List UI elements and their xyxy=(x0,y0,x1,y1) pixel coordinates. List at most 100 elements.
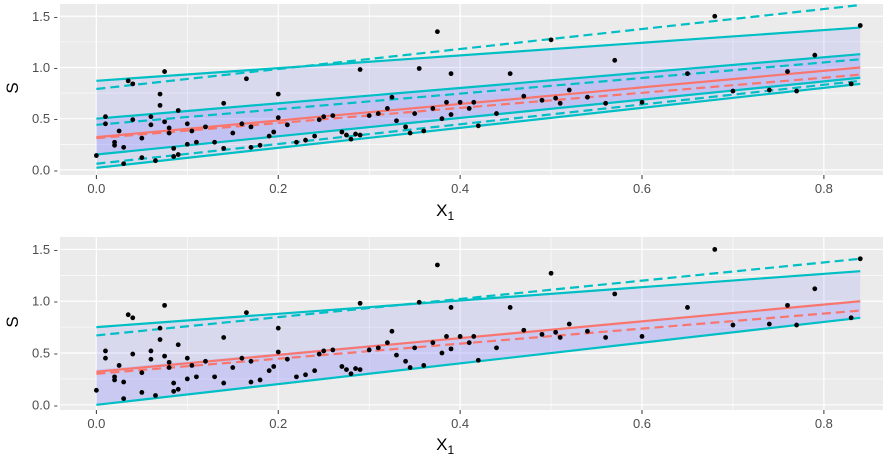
data-point xyxy=(357,367,363,372)
data-point xyxy=(130,315,136,321)
data-point xyxy=(494,111,499,116)
data-point xyxy=(366,347,372,353)
data-point xyxy=(248,124,254,130)
data-point xyxy=(403,124,408,130)
data-point xyxy=(248,144,254,150)
data-point xyxy=(553,95,559,101)
data-point xyxy=(507,305,513,310)
data-point xyxy=(430,106,436,111)
data-point xyxy=(375,111,381,116)
data-point xyxy=(93,153,99,158)
data-point xyxy=(162,69,167,74)
data-point xyxy=(812,286,818,292)
data-point xyxy=(184,141,190,147)
data-point xyxy=(139,135,145,141)
data-point xyxy=(603,335,609,340)
data-point xyxy=(603,100,609,106)
x-tick-label: 0.6 xyxy=(633,416,651,431)
data-point xyxy=(857,256,863,262)
data-point xyxy=(166,365,172,370)
data-point xyxy=(116,363,122,368)
x-tick-label: 0.8 xyxy=(815,181,833,196)
data-point xyxy=(153,158,158,164)
y-tick-label: 0.5 - xyxy=(32,346,58,361)
data-point xyxy=(416,299,422,305)
data-point xyxy=(439,350,445,356)
band-line xyxy=(96,270,861,329)
data-point xyxy=(375,345,381,351)
data-point xyxy=(494,345,499,351)
data-point xyxy=(189,363,195,368)
data-point xyxy=(539,97,545,103)
data-point xyxy=(162,119,167,125)
data-point xyxy=(230,365,236,370)
data-point xyxy=(184,355,190,361)
data-point xyxy=(553,329,559,335)
data-point xyxy=(303,137,308,143)
data-point xyxy=(294,374,299,380)
data-point xyxy=(148,356,154,362)
data-point xyxy=(166,130,172,136)
data-point xyxy=(194,139,199,145)
data-point xyxy=(175,342,181,348)
data-point xyxy=(475,123,481,129)
data-point xyxy=(848,315,854,321)
data-point xyxy=(639,99,645,105)
prediction-band xyxy=(96,271,861,370)
data-point xyxy=(139,155,145,160)
x-tick-label: 0.2 xyxy=(269,416,287,431)
data-point xyxy=(566,87,572,93)
data-point xyxy=(239,355,245,361)
data-point xyxy=(157,325,163,331)
data-point xyxy=(294,139,299,145)
data-point xyxy=(857,23,863,28)
x-axis-title-subscript: 1 xyxy=(447,209,454,223)
data-point xyxy=(239,121,245,127)
data-point xyxy=(439,116,445,122)
data-point xyxy=(548,270,554,276)
data-point xyxy=(121,396,127,402)
data-point xyxy=(357,300,363,306)
data-point xyxy=(785,69,790,74)
y-tick-label: 0.0 - xyxy=(32,397,58,412)
y-tick-label: 1.5 - xyxy=(32,9,58,24)
data-point xyxy=(475,357,481,363)
x-tick-label: 0.8 xyxy=(815,416,833,431)
data-point xyxy=(212,139,217,145)
data-point xyxy=(212,374,217,380)
data-point xyxy=(794,322,800,328)
band-line xyxy=(96,58,861,126)
data-point xyxy=(184,376,190,382)
x-tick-label: 0.4 xyxy=(451,416,469,431)
data-point xyxy=(348,371,354,377)
band-line xyxy=(96,4,861,91)
data-point xyxy=(125,78,131,84)
data-point xyxy=(171,388,177,394)
x-tick-label: 0.0 xyxy=(87,181,105,196)
data-point xyxy=(266,133,272,139)
data-point xyxy=(785,302,790,308)
data-point xyxy=(730,322,736,328)
y-tick-label: 0.5 - xyxy=(32,111,58,126)
data-point xyxy=(162,302,167,308)
data-point xyxy=(407,130,413,136)
data-point xyxy=(244,76,249,82)
data-point xyxy=(153,393,158,398)
data-point xyxy=(448,305,454,310)
data-point xyxy=(330,113,336,119)
data-point xyxy=(175,152,181,157)
fit-line xyxy=(96,66,861,139)
data-point xyxy=(421,128,427,134)
data-point xyxy=(103,114,108,120)
data-point xyxy=(434,29,440,35)
data-point xyxy=(384,340,390,346)
data-point xyxy=(730,88,736,94)
data-point xyxy=(221,145,227,151)
data-point xyxy=(189,128,195,134)
data-point xyxy=(612,57,618,63)
data-point xyxy=(466,340,472,346)
band-line xyxy=(96,26,861,82)
data-point xyxy=(321,348,327,354)
band-line xyxy=(96,53,861,120)
data-point xyxy=(103,121,108,127)
